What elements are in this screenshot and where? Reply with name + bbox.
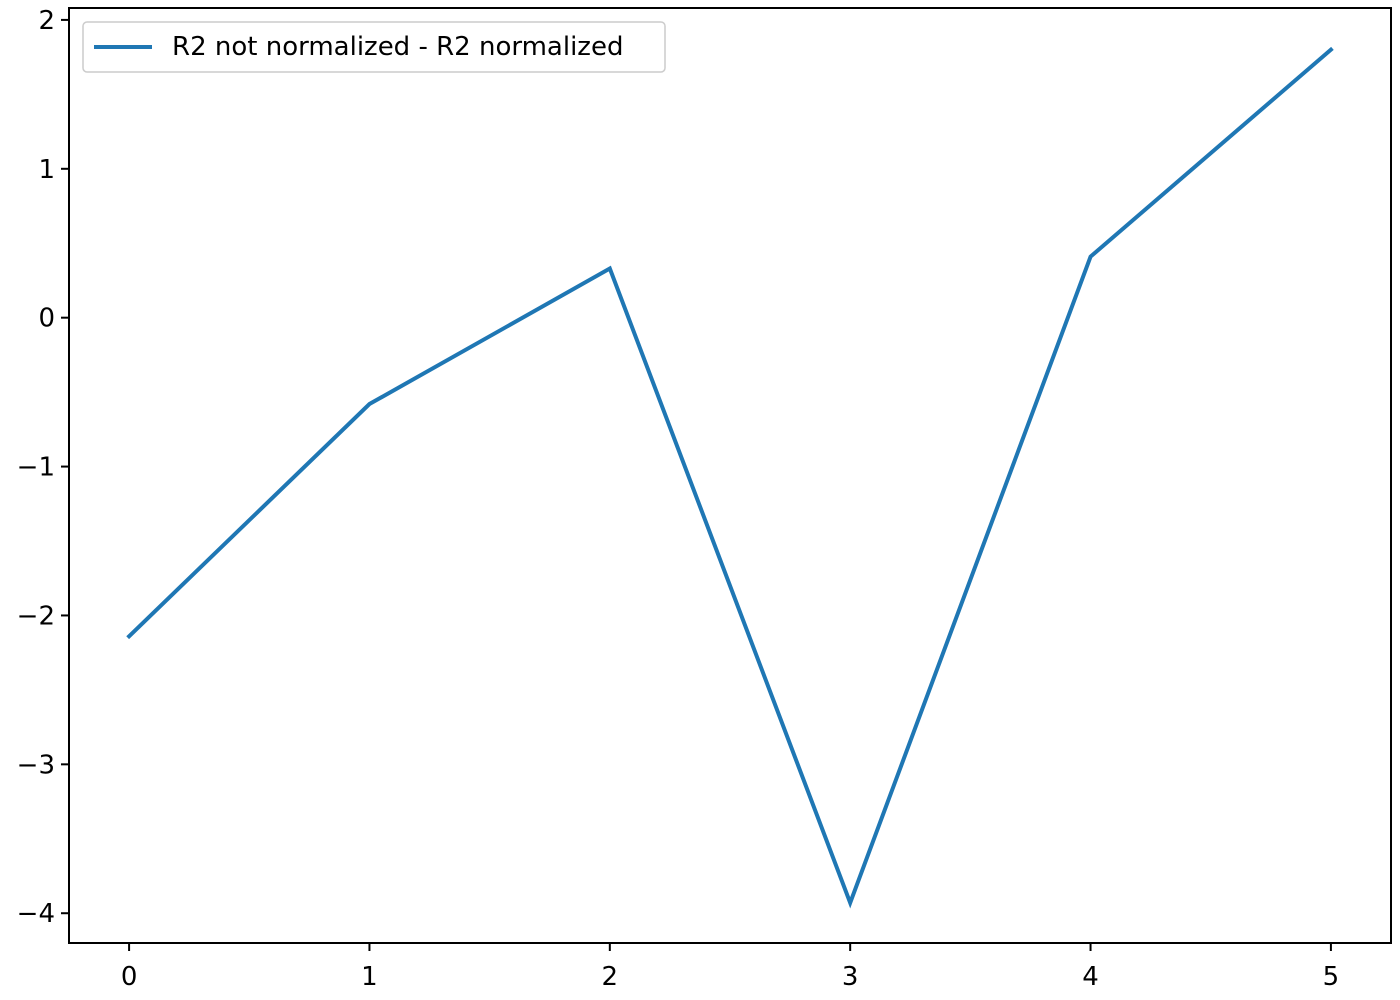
legend-label: R2 not normalized - R2 normalized — [172, 32, 623, 62]
series-line — [126, 46, 1334, 909]
legend-box — [82, 21, 666, 73]
y-tick-label: 0 — [38, 304, 55, 334]
y-tick-label: 2 — [38, 6, 55, 36]
y-tick-label: −2 — [17, 601, 55, 631]
y-tick-label: −1 — [17, 453, 55, 483]
y-tick-label: 1 — [38, 155, 55, 185]
x-tick-label: 3 — [842, 962, 859, 992]
x-tick-label: 4 — [1082, 962, 1099, 992]
series-layer — [126, 46, 1334, 909]
x-tick-label: 5 — [1323, 962, 1340, 992]
axes-layer: 0 1 2 3 4 5 2 1 0 −1 −2 −3 −4 — [17, 6, 1392, 992]
y-tick-label: −3 — [17, 750, 55, 780]
y-tick-label: −4 — [17, 899, 55, 929]
x-tick-label: 2 — [602, 962, 619, 992]
legend: R2 not normalized - R2 normalized — [82, 21, 666, 73]
x-tick-label: 1 — [361, 962, 378, 992]
x-tick-label: 0 — [121, 962, 138, 992]
axes-frame — [68, 7, 1392, 944]
